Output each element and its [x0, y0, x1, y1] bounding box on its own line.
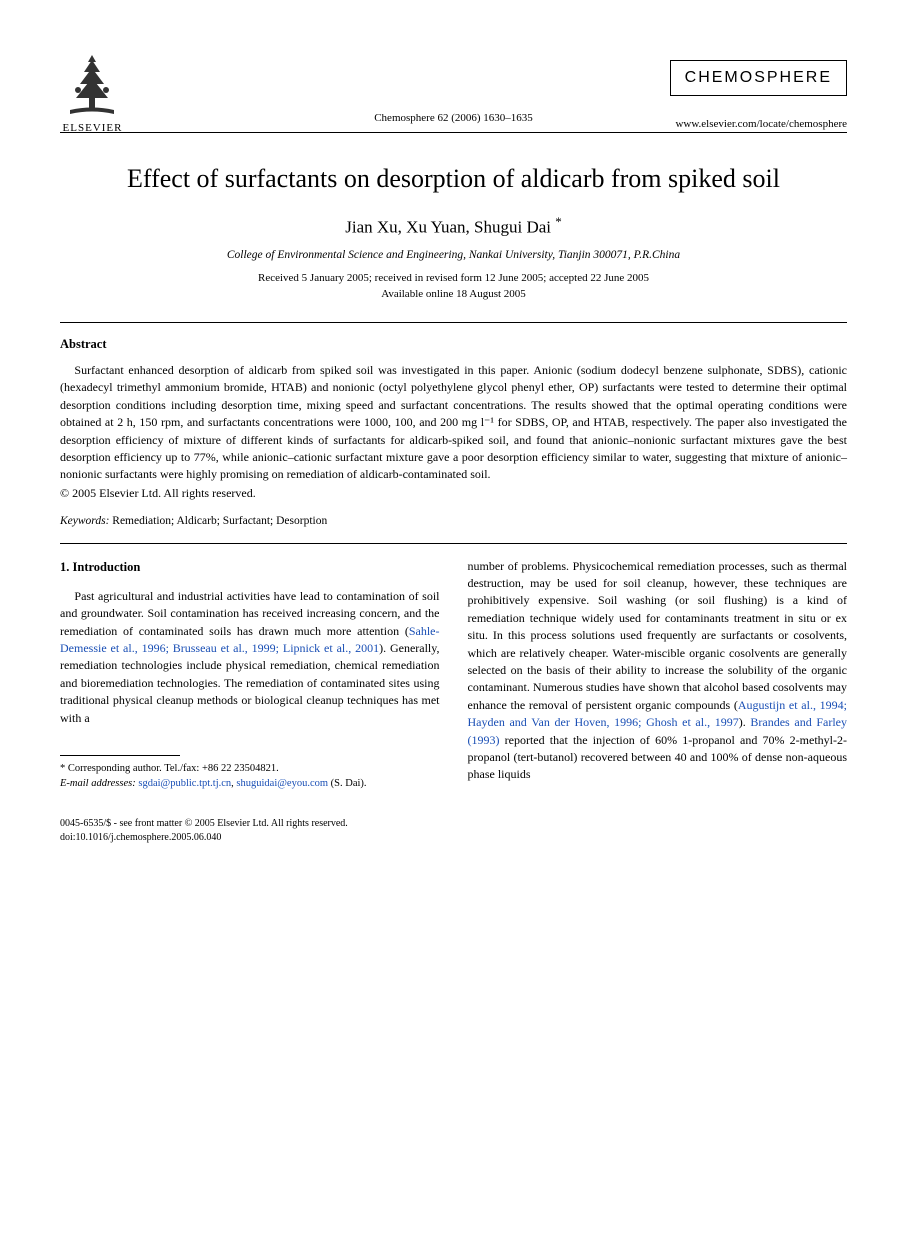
footnote-corr: * Corresponding author. Tel./fax: +86 22…: [60, 762, 440, 777]
header-rule: [60, 132, 847, 133]
elsevier-tree-icon: [60, 50, 125, 120]
author-names: Jian Xu, Xu Yuan, Shugui Dai: [345, 217, 555, 236]
corresponding-mark: *: [555, 214, 562, 229]
abstract-bottom-rule: [60, 543, 847, 544]
intro-left-pre: Past agricultural and industrial activit…: [60, 589, 440, 638]
intro-right-pre: number of problems. Physicochemical reme…: [468, 559, 848, 712]
dates-received: Received 5 January 2005; received in rev…: [60, 271, 847, 286]
journal-name: CHEMOSPHERE: [670, 60, 847, 96]
email-link-1[interactable]: sgdai@public.tpt.tj.cn: [138, 778, 231, 789]
affiliation: College of Environmental Science and Eng…: [60, 249, 847, 261]
email-link-2[interactable]: shuguidai@eyou.com: [236, 778, 328, 789]
dates-online: Available online 18 August 2005: [60, 287, 847, 302]
authors: Jian Xu, Xu Yuan, Shugui Dai *: [60, 214, 847, 238]
intro-right-mid: ).: [739, 715, 751, 729]
intro-para-right: number of problems. Physicochemical reme…: [468, 558, 848, 784]
publisher-logo-block: ELSEVIER: [60, 50, 125, 134]
footnote-rule: [60, 755, 180, 756]
intro-para-left: Past agricultural and industrial activit…: [60, 588, 440, 727]
footer: 0045-6535/$ - see front matter © 2005 El…: [60, 817, 847, 844]
footer-issn: 0045-6535/$ - see front matter © 2005 El…: [60, 817, 847, 831]
abstract-body: Surfactant enhanced desorption of aldica…: [60, 362, 847, 484]
abstract-top-rule: [60, 322, 847, 323]
article-dates: Received 5 January 2005; received in rev…: [60, 271, 847, 302]
keywords-text: Remediation; Aldicarb; Surfactant; Desor…: [109, 515, 327, 527]
footer-doi: doi:10.1016/j.chemosphere.2005.06.040: [60, 831, 847, 845]
intro-right-post: reported that the injection of 60% 1-pro…: [468, 733, 848, 782]
article-title: Effect of surfactants on desorption of a…: [60, 163, 847, 196]
abstract-heading: Abstract: [60, 337, 847, 352]
section-heading-intro: 1. Introduction: [60, 558, 440, 576]
publisher-label: ELSEVIER: [63, 122, 123, 134]
body-columns: 1. Introduction Past agricultural and in…: [60, 558, 847, 792]
footnote-block: * Corresponding author. Tel./fax: +86 22…: [60, 762, 440, 791]
keywords: Keywords: Remediation; Aldicarb; Surfact…: [60, 515, 847, 527]
journal-block: CHEMOSPHERE www.elsevier.com/locate/chem…: [670, 60, 847, 130]
email-tail: (S. Dai).: [328, 778, 367, 789]
email-label: E-mail addresses:: [60, 778, 136, 789]
footnote-emails: E-mail addresses: sgdai@public.tpt.tj.cn…: [60, 777, 440, 792]
left-column: 1. Introduction Past agricultural and in…: [60, 558, 440, 792]
keywords-label: Keywords:: [60, 515, 109, 527]
right-column: number of problems. Physicochemical reme…: [468, 558, 848, 792]
journal-url[interactable]: www.elsevier.com/locate/chemosphere: [670, 118, 847, 130]
abstract-copyright: © 2005 Elsevier Ltd. All rights reserved…: [60, 486, 847, 501]
